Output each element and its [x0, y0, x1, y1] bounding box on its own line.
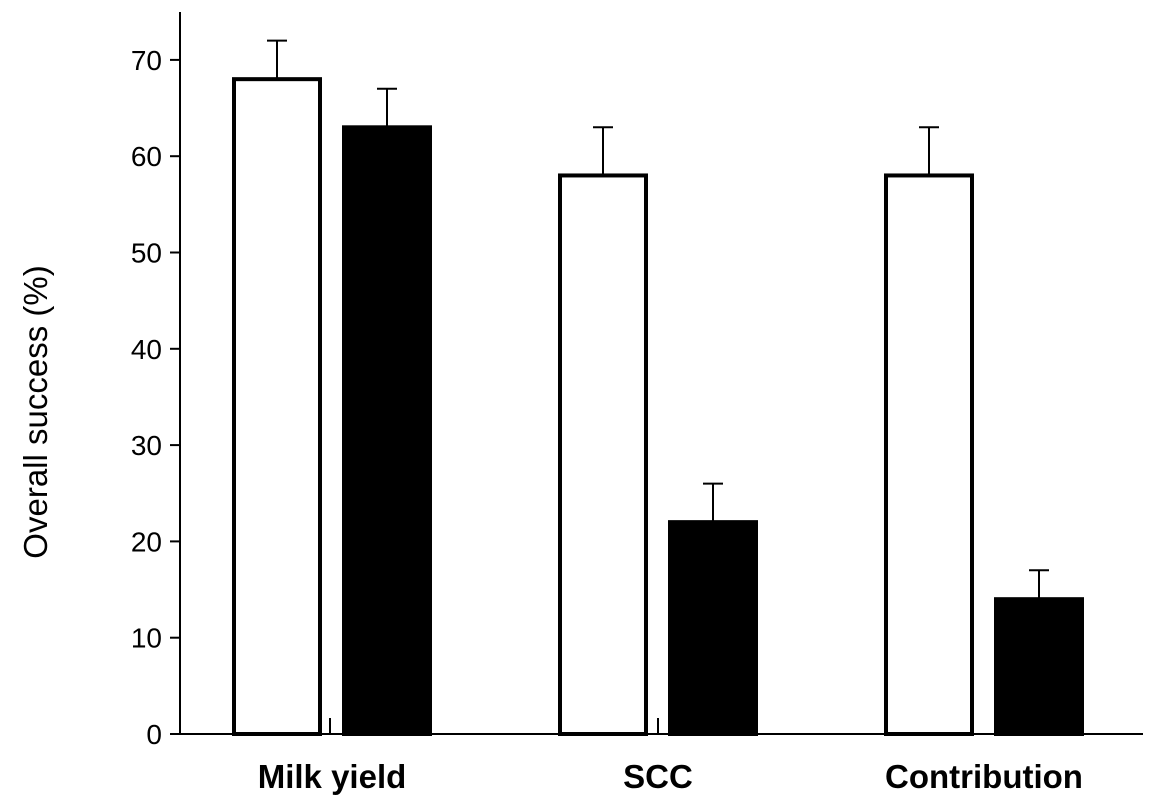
y-tick-label-50: 50 [131, 238, 162, 269]
y-tick-label-10: 10 [131, 623, 162, 654]
bar-milk-yield-2 [342, 125, 432, 736]
bar-scc-2 [668, 520, 758, 737]
y-tick-label-60: 60 [131, 141, 162, 172]
y-tick-label-70: 70 [131, 45, 162, 76]
x-axis-categories: Milk yield SCC Contribution [258, 758, 1083, 795]
y-tick-label-40: 40 [131, 334, 162, 365]
bar-contribution-1 [884, 173, 974, 736]
y-tick-label-30: 30 [131, 430, 162, 461]
bar-milk-yield-1 [232, 77, 322, 737]
x-category-label-scc: SCC [623, 758, 693, 795]
x-category-label-contribution: Contribution [885, 758, 1083, 795]
x-category-label-milk-yield: Milk yield [258, 758, 407, 795]
bar-contribution-2 [994, 597, 1084, 736]
y-axis-ticks: 0 10 20 30 40 50 60 70 [131, 45, 659, 750]
bar-scc-1 [558, 173, 648, 736]
y-tick-label-0: 0 [146, 719, 162, 750]
y-axis-title: Overall success (%) [17, 265, 54, 558]
bars-layer [232, 39, 1084, 737]
y-tick-label-20: 20 [131, 526, 162, 557]
